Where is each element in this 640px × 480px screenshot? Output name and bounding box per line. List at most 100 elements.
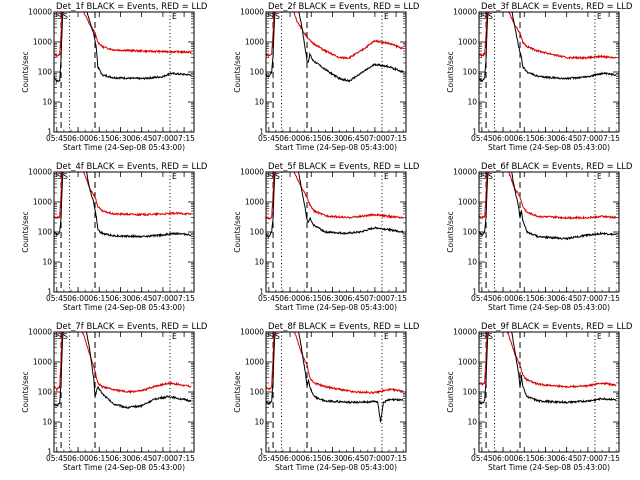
x-tick-label: 06:45 (131, 134, 153, 143)
y-tick-label: 1000 (33, 198, 52, 207)
start-marker-label: S (275, 12, 280, 21)
y-tick-label: 1 (47, 288, 52, 297)
y-tick-label: 1000 (245, 38, 264, 47)
x-tick-label: 06:30 (322, 134, 344, 143)
x-tick-label: 06:30 (110, 134, 132, 143)
x-tick-label: 05:45 (46, 454, 68, 463)
y-tick-label: 10000 (240, 328, 264, 337)
x-tick-label: 07:15 (385, 454, 407, 463)
y-axis-label: Counts/sec (233, 371, 242, 412)
start-marker-label: S (488, 172, 493, 181)
x-tick-label: 06:45 (343, 134, 365, 143)
y-tick-label: 10000 (28, 8, 52, 17)
x-axis-label: Start Time (24-Sep-08 05:43:00) (488, 303, 610, 312)
panel-title: Det_5f BLACK = Events, RED = LLD (268, 162, 420, 172)
start-marker-label: S (482, 172, 487, 181)
start-marker-label: S (57, 172, 62, 181)
events-series-line (479, 12, 617, 83)
y-tick-label: 1000 (33, 358, 52, 367)
x-axis-label: Start Time (24-Sep-08 05:43:00) (63, 143, 185, 152)
panel-5: Det_5f BLACK = Events, RED = LLD 1 10 100 10… (233, 162, 420, 312)
y-tick-label: 10000 (28, 168, 52, 177)
panel-title: Det_3f BLACK = Events, RED = LLD (481, 2, 633, 12)
start-marker-label: S (63, 332, 68, 341)
y-tick-label: 100 (38, 228, 53, 237)
lld-series-line (479, 172, 617, 220)
y-tick-label: 100 (38, 388, 53, 397)
panel-title: Det_2f BLACK = Events, RED = LLD (268, 2, 420, 12)
x-tick-label: 06:00 (67, 134, 89, 143)
panel-6: Det_6f BLACK = Events, RED = LLD 1 10 100 10… (446, 162, 633, 312)
x-tick-label: 06:15 (300, 294, 322, 303)
x-tick-label: 05:45 (471, 454, 493, 463)
x-tick-label: 07:00 (152, 294, 174, 303)
y-tick-label: 10 (467, 418, 477, 427)
x-tick-label: 06:45 (343, 294, 365, 303)
y-tick-label: 100 (463, 228, 478, 237)
x-axis-label: Start Time (24-Sep-08 05:43:00) (275, 303, 397, 312)
x-tick-label: 06:45 (556, 294, 578, 303)
panel-9: Det_9f BLACK = Events, RED = LLD 1 10 100 10… (446, 322, 633, 472)
y-tick-label: 1000 (245, 358, 264, 367)
x-tick-label: 06:15 (513, 454, 535, 463)
x-tick-label: 06:00 (279, 134, 301, 143)
x-axis-label: Start Time (24-Sep-08 05:43:00) (488, 143, 610, 152)
y-tick-label: 10000 (240, 8, 264, 17)
x-tick-label: 06:15 (300, 454, 322, 463)
x-tick-label: 07:00 (364, 454, 386, 463)
lld-series-line (54, 332, 192, 395)
end-marker-label: E (172, 172, 177, 181)
x-tick-label: 07:15 (385, 294, 407, 303)
x-tick-label: 06:00 (279, 294, 301, 303)
y-axis-label: Counts/sec (21, 51, 30, 92)
y-tick-label: 1 (259, 128, 264, 137)
x-tick-label: 06:45 (556, 134, 578, 143)
y-tick-label: 1000 (245, 198, 264, 207)
y-tick-label: 1000 (33, 38, 52, 47)
x-tick-label: 06:45 (343, 454, 365, 463)
plot-frame (265, 331, 407, 453)
x-tick-label: 06:00 (67, 454, 89, 463)
x-tick-label: 07:15 (598, 134, 620, 143)
y-tick-label: 1 (47, 128, 52, 137)
y-tick-label: 10 (254, 258, 264, 267)
y-axis-label: Counts/sec (233, 51, 242, 92)
y-axis-label: Counts/sec (446, 51, 455, 92)
events-series-line (266, 12, 404, 83)
x-tick-label: 06:30 (535, 454, 557, 463)
end-marker-label: E (597, 172, 602, 181)
plot-frame (265, 171, 407, 293)
end-marker-label: E (384, 12, 389, 21)
x-tick-label: 07:00 (364, 134, 386, 143)
y-tick-label: 1 (259, 448, 264, 457)
plot-frame (53, 331, 195, 453)
start-marker-label: S (63, 12, 68, 21)
y-tick-label: 1000 (458, 38, 477, 47)
end-marker-label: E (384, 172, 389, 181)
y-axis-label: Counts/sec (21, 211, 30, 252)
x-tick-label: 07:00 (577, 454, 599, 463)
x-tick-label: 05:45 (471, 294, 493, 303)
y-axis-label: Counts/sec (233, 211, 242, 252)
events-series-line (54, 332, 192, 410)
y-tick-label: 10 (467, 258, 477, 267)
x-tick-label: 07:00 (577, 294, 599, 303)
x-tick-label: 07:15 (598, 294, 620, 303)
panel-1: Det_1f BLACK = Events, RED = LLD 1 10 100 10… (21, 2, 208, 152)
y-tick-label: 100 (250, 68, 265, 77)
y-tick-label: 1000 (458, 358, 477, 367)
y-tick-label: 1 (259, 288, 264, 297)
x-tick-label: 06:00 (492, 294, 514, 303)
end-marker-label: E (384, 332, 389, 341)
start-marker-label: S (488, 12, 493, 21)
panel-title: Det_6f BLACK = Events, RED = LLD (481, 162, 633, 172)
lld-series-line (266, 12, 404, 60)
x-tick-label: 07:00 (364, 294, 386, 303)
x-tick-label: 05:45 (258, 454, 280, 463)
start-marker-label: S (275, 172, 280, 181)
x-tick-label: 06:15 (88, 294, 110, 303)
lld-series-line (266, 332, 404, 395)
x-axis-label: Start Time (24-Sep-08 05:43:00) (488, 463, 610, 472)
y-tick-label: 1 (472, 448, 477, 457)
lld-series-line (54, 172, 192, 220)
